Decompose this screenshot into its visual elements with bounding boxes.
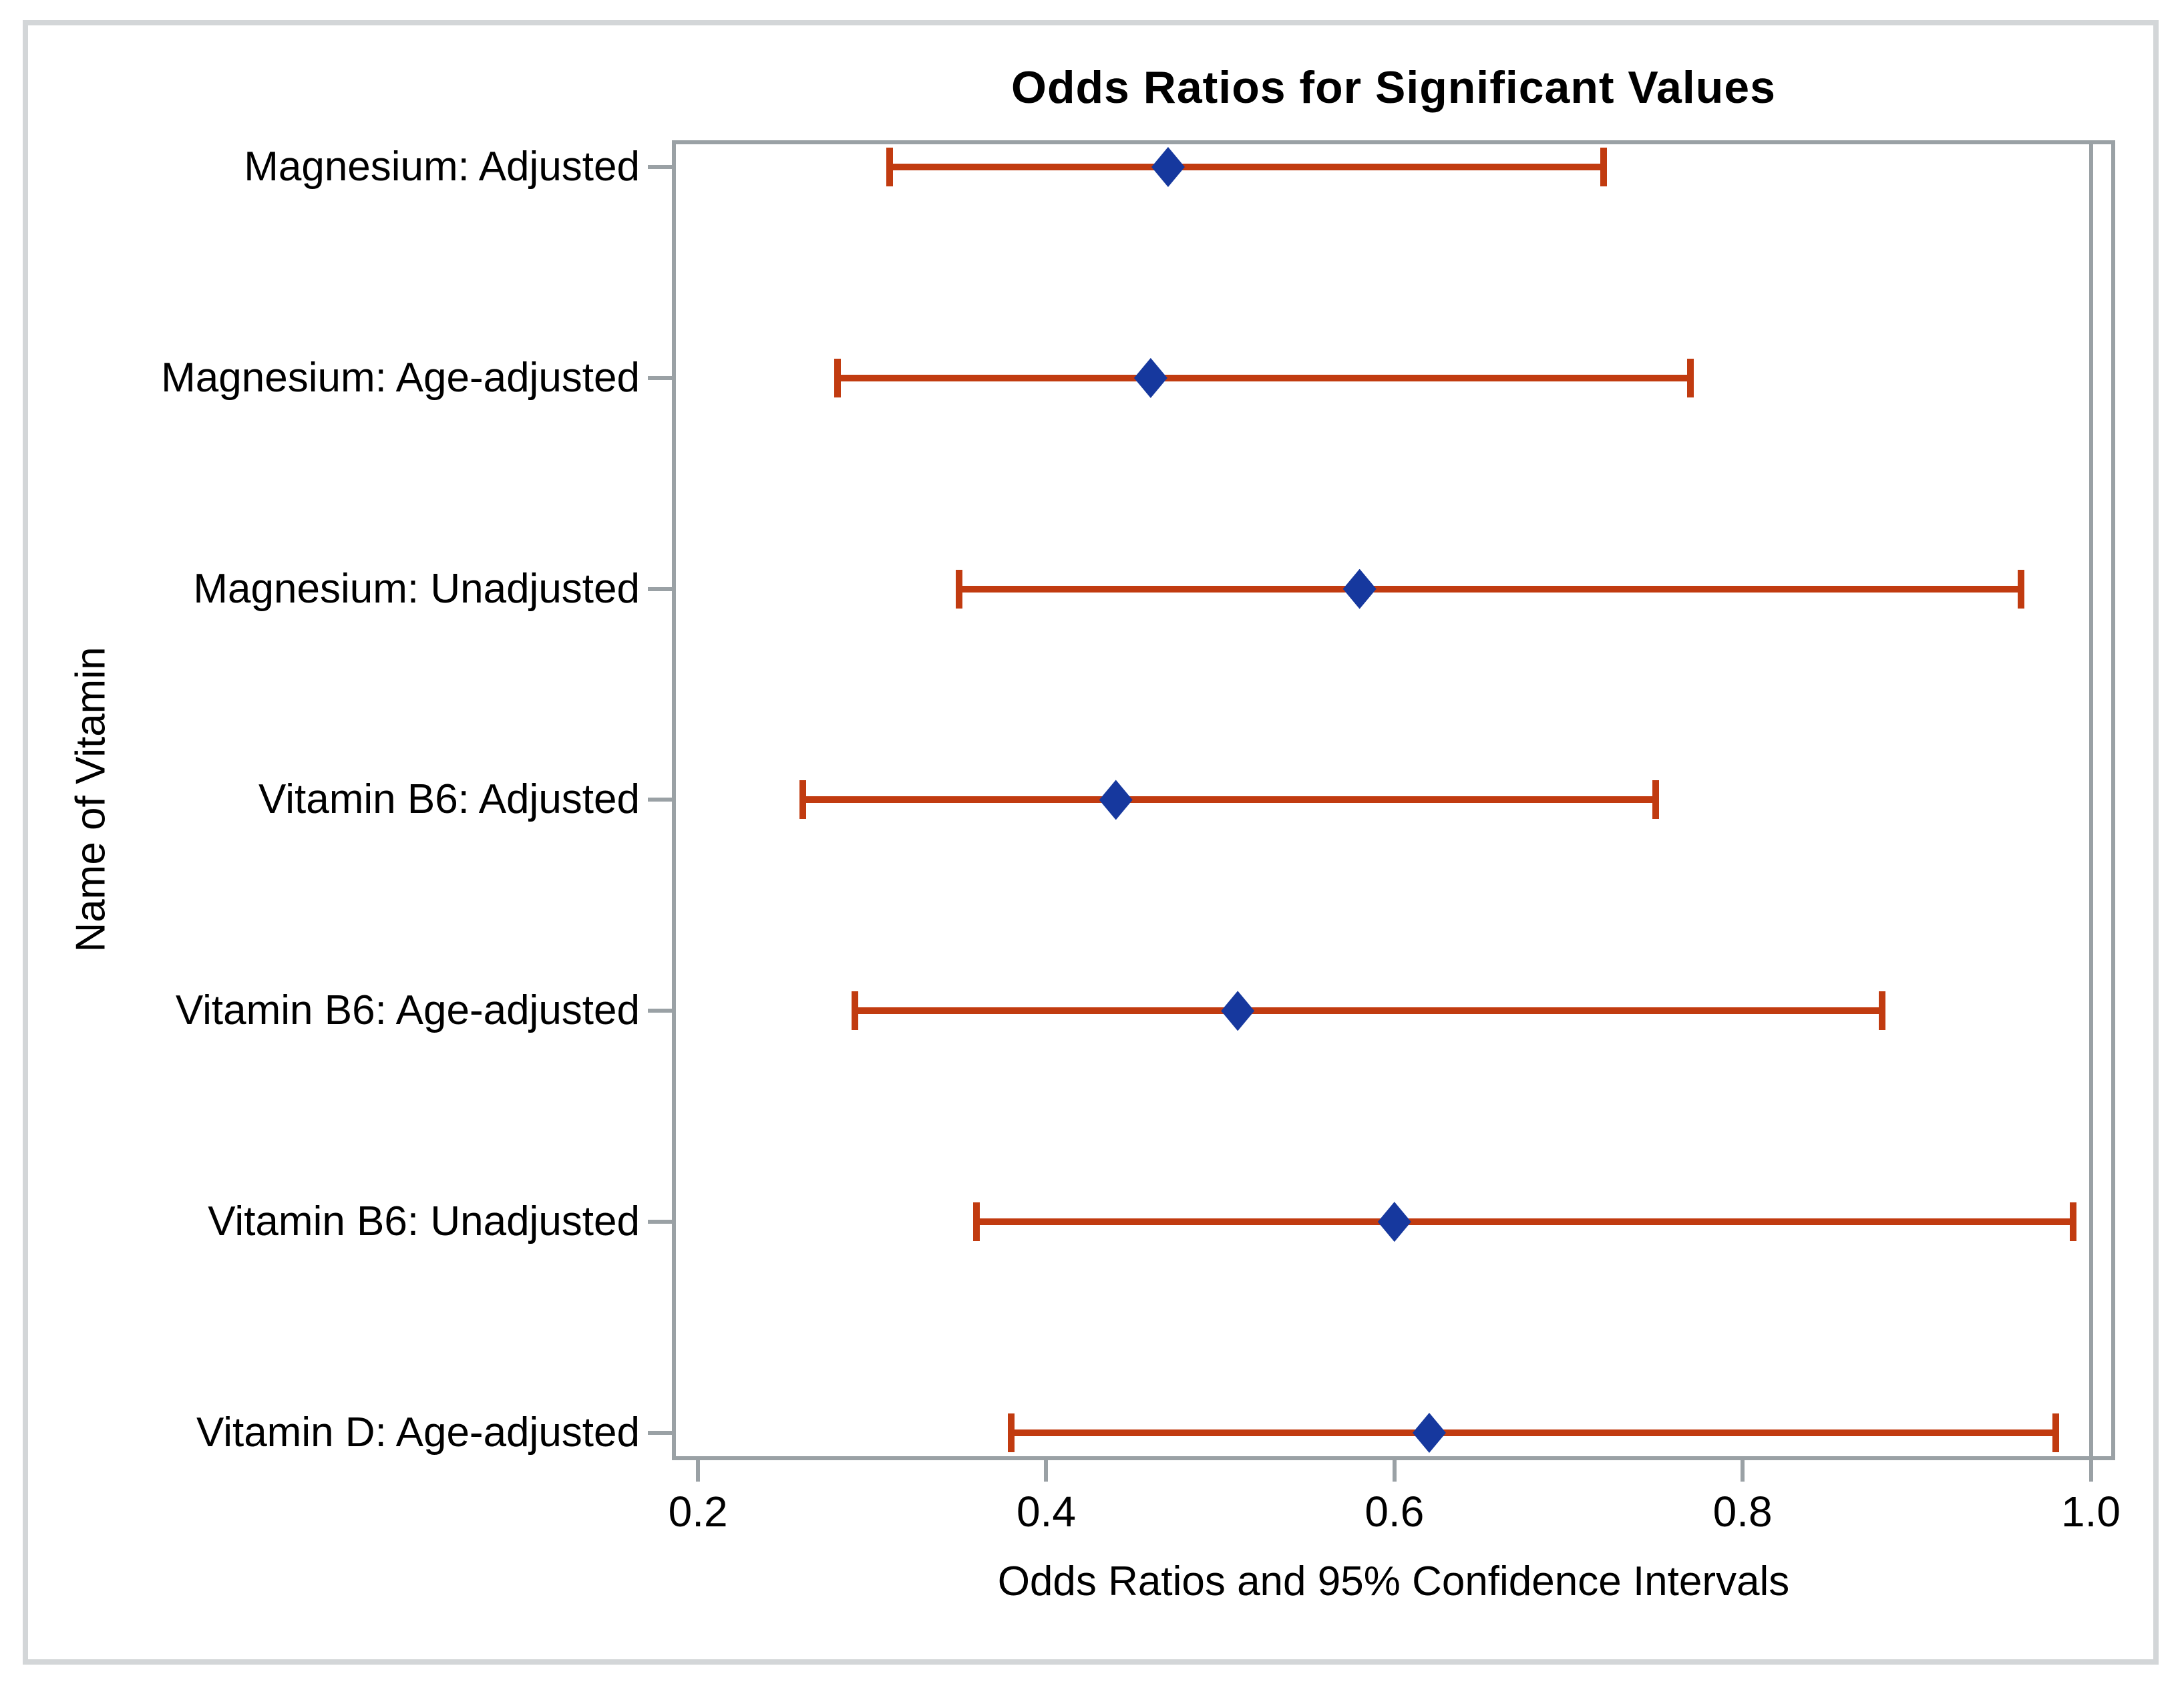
- x-axis-tick: [1741, 1460, 1745, 1482]
- y-axis-tick: [648, 375, 672, 380]
- x-axis-tick: [696, 1460, 701, 1482]
- category-label: Vitamin B6: Unadjusted: [208, 1198, 640, 1245]
- x-axis-title: Odds Ratios and 95% Confidence Intervals: [997, 1558, 1790, 1605]
- x-axis-tick-label: 1.0: [2061, 1488, 2121, 1536]
- category-label: Vitamin B6: Age-adjusted: [175, 987, 640, 1034]
- category-label: Vitamin D: Age-adjusted: [196, 1409, 640, 1456]
- y-axis-tick: [648, 1430, 672, 1435]
- y-axis-tick: [648, 586, 672, 591]
- category-label: Vitamin B6: Adjusted: [258, 776, 640, 823]
- ci-cap-high: [1652, 780, 1659, 820]
- ci-cap-low: [799, 780, 806, 820]
- ci-cap-high: [2070, 1202, 2077, 1242]
- x-axis-tick-label: 0.4: [1016, 1488, 1076, 1536]
- ci-cap-low: [1008, 1413, 1015, 1452]
- category-label: Magnesium: Age-adjusted: [161, 354, 640, 401]
- x-axis-tick: [1044, 1460, 1049, 1482]
- ci-error-bar: [889, 164, 1604, 170]
- x-axis-tick-label: 0.6: [1364, 1488, 1425, 1536]
- x-axis-tick: [2088, 1460, 2093, 1482]
- category-label: Magnesium: Adjusted: [244, 144, 640, 190]
- ci-error-bar: [1011, 1429, 2056, 1436]
- ci-error-bar: [837, 374, 1690, 381]
- ci-error-bar: [976, 1218, 2074, 1226]
- x-axis-tick-label: 0.2: [668, 1488, 728, 1536]
- ci-cap-low: [973, 1202, 980, 1242]
- ci-cap-low: [851, 991, 858, 1031]
- ci-cap-high: [1686, 358, 1694, 397]
- ci-error-bar: [959, 585, 2022, 593]
- y-axis-tick: [648, 1220, 672, 1224]
- y-axis-tick: [648, 165, 672, 169]
- ci-cap-high: [2018, 569, 2025, 609]
- ci-error-bar: [854, 1007, 1882, 1015]
- category-label: Magnesium: Unadjusted: [193, 565, 640, 612]
- x-axis-tick-label: 0.8: [1712, 1488, 1773, 1536]
- chart-title: Odds Ratios for Significant Values: [1011, 62, 1776, 113]
- y-axis-title: Name of Vitamin: [67, 647, 114, 953]
- ci-cap-low: [886, 148, 893, 186]
- y-axis-tick: [648, 1009, 672, 1013]
- ci-cap-low: [956, 569, 963, 609]
- ci-cap-low: [834, 358, 841, 397]
- x-axis-tick: [1392, 1460, 1397, 1482]
- y-axis-tick: [648, 798, 672, 802]
- ci-cap-high: [1878, 991, 1885, 1031]
- page-border: [23, 20, 2159, 1665]
- ci-cap-high: [1600, 148, 1607, 186]
- ci-error-bar: [802, 796, 1656, 804]
- ci-cap-high: [2052, 1413, 2060, 1452]
- reference-line-1: [2088, 140, 2093, 1460]
